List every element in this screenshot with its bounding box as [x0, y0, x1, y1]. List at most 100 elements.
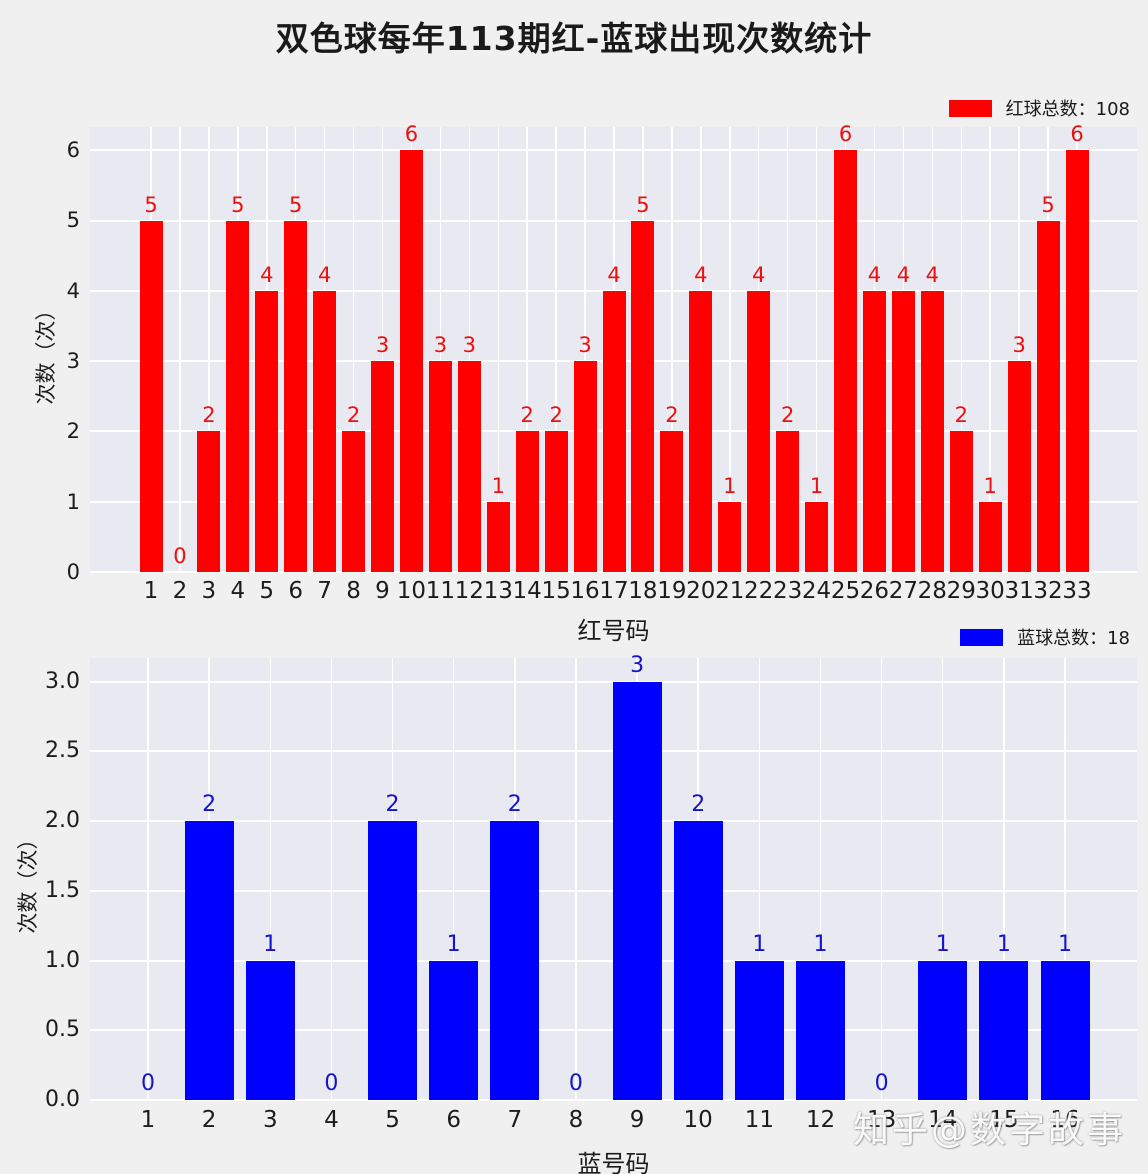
gridline-horizontal: [90, 571, 1137, 573]
gridline-vertical: [786, 127, 789, 572]
gridline-vertical: [819, 658, 822, 1100]
blue-legend-label: 蓝球总数：18: [1017, 628, 1130, 649]
red-balls-bar-value-label: 4: [260, 262, 274, 287]
x-tick-label: 13: [866, 1107, 897, 1133]
blue-balls-bar-value-label: 2: [385, 792, 400, 818]
red-balls-bar-12: [457, 361, 481, 572]
gridline-vertical: [439, 127, 442, 572]
x-tick-label: 9: [375, 578, 390, 604]
gridline-vertical: [330, 658, 333, 1100]
blue-legend-swatch: [960, 628, 1004, 646]
red-balls-bar-value-label: 4: [752, 262, 766, 287]
red-balls-bar-value-label: 5: [231, 192, 245, 217]
blue-balls-bar-3: [245, 960, 295, 1100]
red-balls-bar-16: [573, 361, 597, 572]
red-legend-label: 红球总数：108: [1005, 99, 1130, 120]
x-tick-label: 1: [143, 578, 159, 604]
red-balls-bar-value-label: 5: [289, 192, 303, 217]
red-balls-bar-9: [371, 361, 394, 572]
x-tick-label: 28: [917, 578, 947, 604]
x-tick-label: 26: [859, 578, 890, 604]
x-tick-label: 11: [744, 1107, 774, 1133]
blue-balls-bar-15: [979, 960, 1029, 1100]
red-balls-bar-value-label: 3: [433, 333, 448, 358]
blue-balls-bar-value-label: 2: [507, 792, 522, 818]
gridline-vertical: [1018, 127, 1020, 572]
gridline-vertical: [758, 658, 761, 1100]
x-tick-label: 20: [686, 578, 716, 604]
red-balls-bar-value-label: 4: [925, 262, 939, 287]
y-tick-label: 0.0: [45, 1087, 80, 1112]
red-balls-bar-15: [544, 431, 568, 572]
x-tick-label: 16: [1050, 1107, 1080, 1133]
gridline-vertical: [352, 127, 355, 572]
red-balls-bar-value-label: 1: [491, 473, 505, 498]
blue-balls-bar-value-label: 1: [446, 931, 461, 957]
x-tick-label: 8: [346, 578, 361, 604]
gridline-vertical: [468, 127, 471, 572]
y-tick-label: 2: [66, 419, 80, 444]
red-balls-bar-26: [862, 290, 886, 572]
x-tick-label: 7: [317, 578, 332, 604]
x-tick-label: 30: [975, 578, 1005, 604]
red-legend: 红球总数：108: [948, 95, 1130, 121]
x-tick-label: 8: [568, 1107, 584, 1133]
red-balls-bar-value-label: 3: [375, 333, 390, 358]
red-balls-bar-value-label: 2: [346, 403, 361, 428]
blue-balls-bar-value-label: 1: [1058, 931, 1072, 957]
y-tick-label: 6: [66, 138, 80, 163]
blue-balls-bar-value-label: 0: [324, 1071, 339, 1096]
x-tick-label: 31: [1004, 578, 1034, 604]
blue-balls-bar-7: [490, 821, 540, 1100]
gridline-vertical: [815, 127, 818, 572]
blue-balls-bar-6: [429, 960, 479, 1100]
y-tick-label: 3: [66, 349, 80, 374]
gridline-vertical: [880, 658, 883, 1100]
y-tick-label: 1.5: [45, 877, 80, 903]
x-tick-label: 5: [259, 578, 275, 604]
red-balls-bar-value-label: 2: [202, 403, 216, 428]
blue-balls-bar-value-label: 3: [630, 652, 645, 678]
blue-x-axis-label: 蓝号码: [577, 1150, 650, 1174]
x-tick-label: 3: [201, 578, 217, 604]
x-tick-label: 17: [599, 578, 629, 604]
red-balls-bar-value-label: 6: [404, 122, 419, 147]
red-balls-bar-4: [226, 220, 250, 572]
x-tick-label: 2: [172, 578, 188, 604]
y-tick-label: 0.5: [45, 1017, 80, 1043]
gridline-vertical: [452, 658, 455, 1100]
y-tick-label: 2.0: [45, 808, 80, 834]
x-tick-label: 6: [446, 1107, 461, 1133]
red-balls-bar-value-label: 4: [896, 262, 911, 287]
red-balls-bar-18: [631, 220, 655, 572]
red-balls-bar-value-label: 2: [954, 403, 968, 428]
red-balls-bar-3: [197, 431, 221, 572]
y-tick-label: 2.5: [45, 738, 80, 764]
red-balls-bar-25: [834, 150, 857, 572]
x-tick-label: 27: [888, 578, 919, 604]
gridline-vertical: [671, 127, 673, 572]
gridline-vertical: [1064, 658, 1066, 1100]
red-balls-bar-value-label: 1: [723, 473, 737, 498]
y-tick-label: 0: [66, 560, 80, 584]
gridline-vertical: [555, 127, 557, 572]
watermark: 知乎@数字故事: [852, 1110, 1126, 1151]
blue-balls-bar-16: [1040, 960, 1090, 1100]
gridline-vertical: [989, 127, 991, 572]
red-balls-bar-value-label: 6: [1070, 122, 1084, 147]
red-balls-bar-value-label: 3: [1012, 333, 1026, 358]
red-balls-bar-32: [1036, 220, 1060, 572]
x-tick-label: 15: [989, 1107, 1019, 1133]
blue-balls-bar-9: [612, 681, 662, 1100]
red-balls-bar-7: [313, 290, 337, 572]
red-balls-bar-10: [399, 150, 423, 572]
red-balls-bar-value-label: 4: [867, 262, 882, 287]
blue-balls-bar-11: [734, 960, 784, 1100]
x-tick-label: 4: [230, 578, 246, 604]
red-balls-bar-11: [428, 361, 452, 572]
x-tick-label: 14: [512, 578, 542, 604]
x-tick-label: 2: [201, 1107, 217, 1133]
gridline-vertical: [179, 127, 181, 572]
